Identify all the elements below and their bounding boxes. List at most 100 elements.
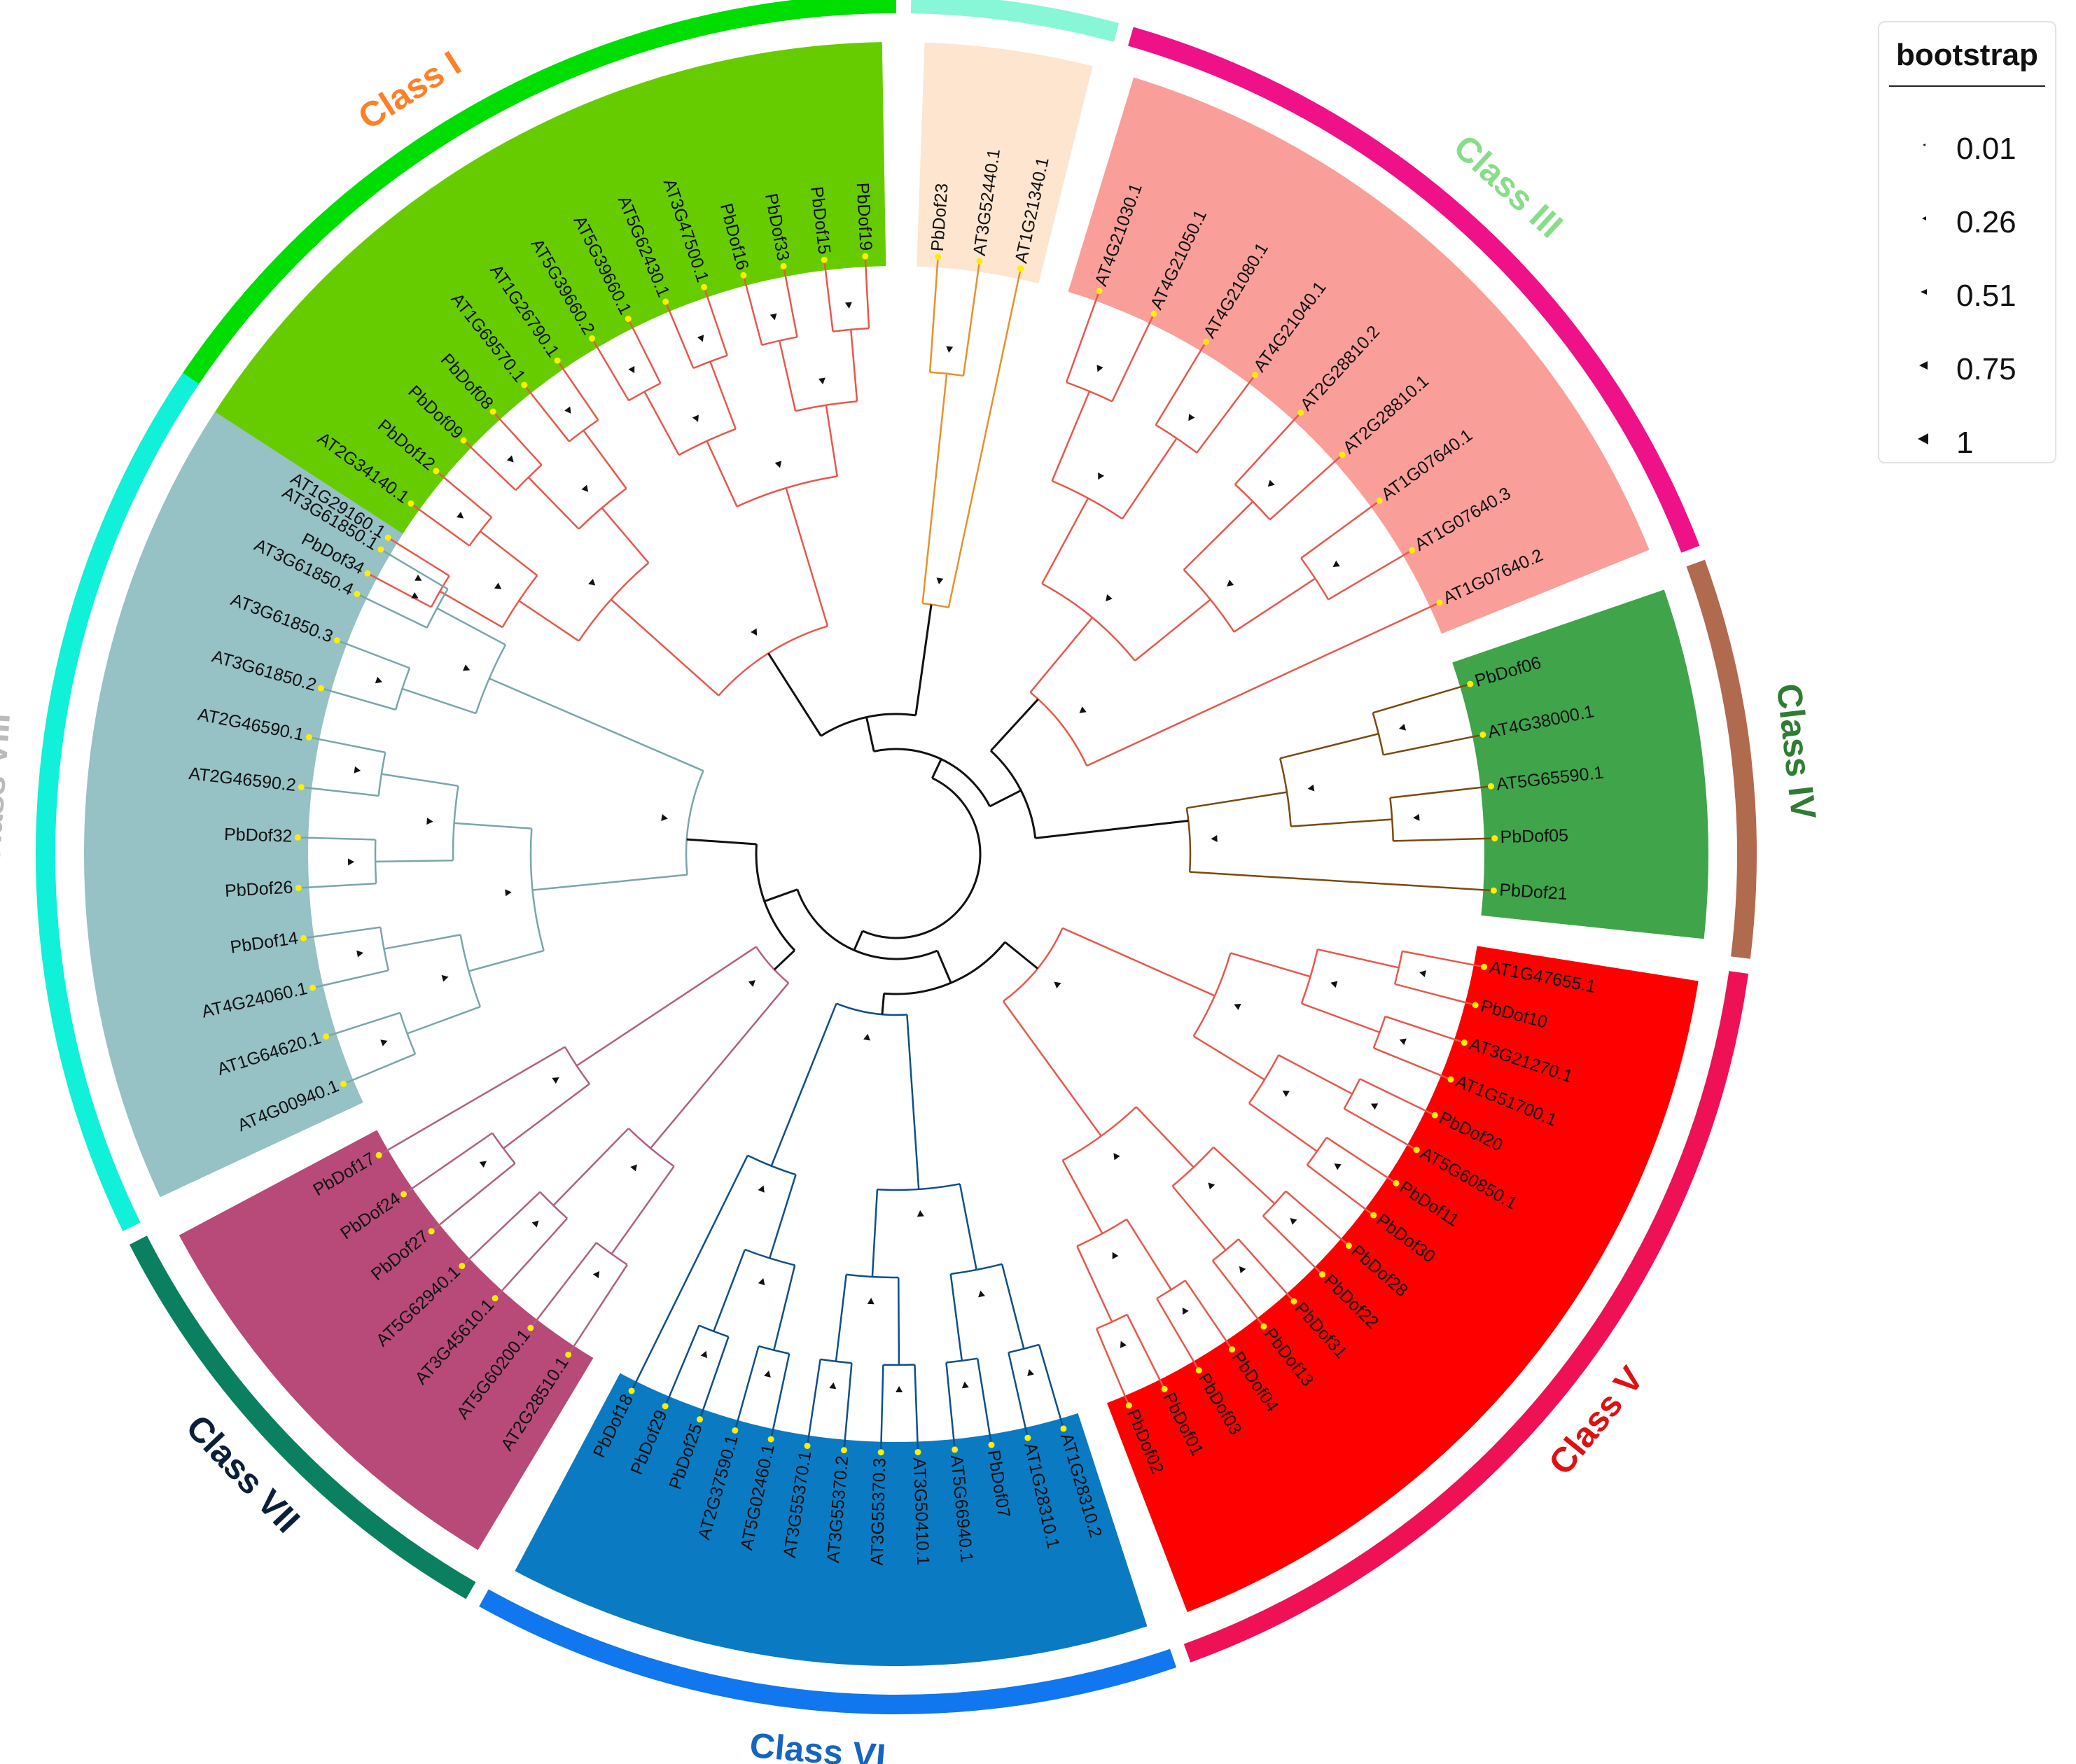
branch (298, 836, 376, 841)
leaf-tip (696, 1416, 703, 1423)
class-background-3 (1068, 77, 1650, 634)
class-label-4: Class IV (1769, 682, 1824, 822)
branch (1076, 1245, 1113, 1322)
backbone-branch (1035, 819, 1189, 839)
branch (468, 949, 544, 972)
branch (1234, 412, 1302, 485)
branch-arc (379, 927, 390, 971)
branch (1230, 952, 1311, 978)
branch (773, 1265, 796, 1351)
bootstrap-marker (697, 335, 704, 342)
backbone-branch (931, 758, 942, 779)
branch (1344, 1107, 1417, 1151)
backbone-branch (989, 789, 1022, 808)
branch (402, 687, 477, 715)
branch (1155, 341, 1207, 426)
leaf-tip (662, 1403, 669, 1410)
branch (1325, 1136, 1397, 1184)
legend-row-3: 0.75 (1879, 346, 2055, 388)
branch (906, 1014, 920, 1190)
bootstrap-marker (769, 313, 777, 321)
bootstrap-marker (758, 1185, 765, 1193)
branch (356, 593, 428, 629)
class-arc-3 (1128, 27, 1700, 553)
branch-arc (377, 752, 386, 796)
branch (709, 361, 737, 430)
branch (1211, 1260, 1265, 1327)
branch (1393, 837, 1495, 842)
bootstrap-marker-icon (1922, 216, 1926, 220)
bootstrap-marker (748, 980, 755, 987)
leaf-tip (1125, 1402, 1132, 1409)
leaf-tip (1467, 680, 1474, 687)
branch (523, 384, 570, 442)
branch-arc (836, 1002, 907, 1016)
leaf-tip (1488, 783, 1495, 790)
branch (1061, 1160, 1103, 1234)
bootstrap-marker (1098, 472, 1104, 480)
branch (518, 600, 580, 642)
leaf-tip (565, 1351, 572, 1358)
bootstrap-marker (1234, 1003, 1241, 1010)
legend-value: 0.75 (1956, 352, 2016, 386)
leaf-tip (662, 298, 669, 305)
leaf-tip (821, 256, 828, 263)
branch (706, 440, 738, 507)
branch (303, 926, 381, 939)
leaf-tip (935, 253, 942, 260)
branch-arc (744, 1248, 795, 1266)
class-background-4 (1452, 589, 1708, 939)
leaf-tip (1472, 1002, 1479, 1009)
bootstrap-marker (630, 1164, 637, 1172)
backbone-arc (796, 889, 938, 960)
branch (769, 1353, 790, 1440)
backbone-branch (865, 717, 875, 752)
branch-arc (595, 1242, 628, 1266)
leaf-tip (459, 1263, 466, 1270)
branch (403, 1132, 493, 1196)
legend-row-0: 0.01 (1879, 126, 2055, 168)
branch (611, 1166, 675, 1255)
branch (343, 1053, 416, 1085)
leaf-tip (1161, 1385, 1168, 1392)
branch (864, 256, 870, 329)
branch (1359, 1078, 1435, 1116)
leaf-tip (1024, 1434, 1031, 1441)
branch (959, 1184, 977, 1270)
branch (410, 503, 471, 547)
branch (309, 736, 386, 754)
leaf-tip (333, 637, 340, 644)
bootstrap-marker (375, 676, 382, 684)
branch (1383, 734, 1484, 756)
branch (378, 1046, 566, 1156)
leaf-label: AT3G50410.1 (910, 1457, 933, 1566)
leaf-tip (1252, 372, 1259, 379)
branch (381, 773, 459, 788)
branch (835, 1274, 847, 1362)
class-background-1 (166, 42, 886, 596)
bootstrap-marker (494, 582, 502, 589)
bootstrap-marker (441, 974, 449, 982)
branch (1184, 1280, 1233, 1350)
class-background-7 (179, 1130, 594, 1550)
class-arc-5 (1183, 971, 1749, 1662)
bootstrap-marker-icon (1923, 144, 1925, 146)
leaf-tip (400, 1191, 407, 1198)
bootstrap-marker (1307, 784, 1315, 792)
branch-arc (1096, 1313, 1128, 1330)
leaf-tip (628, 1387, 635, 1394)
leaf-tip (1060, 1425, 1067, 1432)
branch-arc (755, 946, 789, 984)
branch (1213, 1146, 1276, 1205)
leaf-tip (309, 984, 316, 991)
leaf-label: PbDof26 (224, 878, 293, 901)
branch (1183, 500, 1254, 570)
bootstrap-marker (936, 578, 944, 584)
bootstrap-marker (506, 455, 514, 463)
branch (770, 1003, 837, 1167)
bootstrap-marker (751, 628, 758, 636)
leaf-tip (1431, 1112, 1438, 1119)
bootstrap-marker (1330, 981, 1338, 988)
branch (630, 1155, 748, 1392)
bootstrap-marker (1370, 1103, 1379, 1110)
